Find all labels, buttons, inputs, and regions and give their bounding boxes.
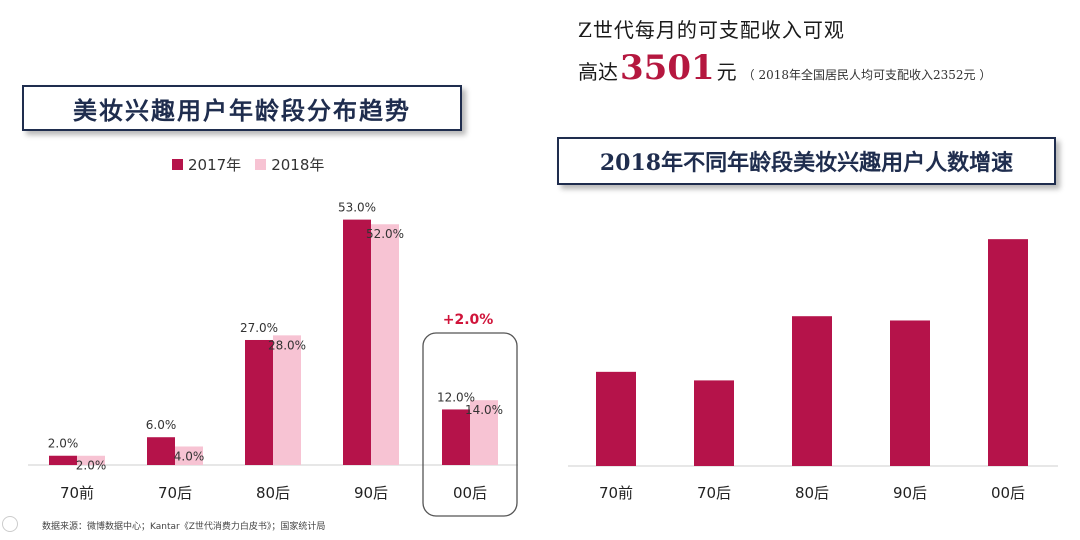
- income-amount: 3501: [620, 48, 715, 88]
- data-label-2017-90后: 53.0%: [338, 201, 376, 215]
- income-note: （ 2018年全国居民人均可支配收入2352元 ）: [742, 68, 992, 82]
- right-x-tick-label-90后: 90后: [893, 484, 927, 502]
- bar-2018-70后: [175, 446, 203, 465]
- x-tick-label-70后: 70后: [158, 484, 192, 502]
- bar-2018-70前: [77, 455, 105, 465]
- x-tick-label-80后: 80后: [256, 484, 290, 502]
- bar-2018-00后: [470, 400, 498, 465]
- growth-bar-90后: [890, 320, 930, 466]
- growth-bar-70前: [596, 371, 636, 466]
- legend-item-2017: 2017年: [172, 154, 241, 175]
- growth-bar-80后: [792, 316, 832, 466]
- income-amount-line: 高达 3501 元 （ 2018年全国居民人均可支配收入2352元 ）: [578, 48, 991, 88]
- left-chart-legend: 2017年 2018年: [172, 154, 338, 175]
- data-label-2017-00后: 12.0%: [437, 390, 475, 404]
- data-label-2017-70前: 2.0%: [48, 437, 79, 451]
- bar-2018-90后: [371, 224, 399, 465]
- legend-label-2018: 2018年: [271, 156, 325, 174]
- bar-2017-80后: [245, 339, 273, 465]
- income-headline: Z世代每月的可支配收入可观: [578, 18, 845, 42]
- highlight-box-00s: [422, 332, 518, 517]
- bar-2017-90后: [343, 219, 371, 465]
- bar-2017-70后: [147, 437, 175, 465]
- legend-swatch-2018: [255, 159, 267, 170]
- right-x-tick-label-70前: 70前: [599, 484, 633, 502]
- bar-2018-80后: [273, 335, 301, 465]
- bar-2017-00后: [442, 409, 470, 465]
- right-x-tick-label-00后: 00后: [991, 484, 1025, 502]
- highlight-annotation: +2.0%: [443, 312, 494, 328]
- x-tick-label-00后: 00后: [453, 484, 487, 502]
- source-note: 数据来源：微博数据中心；Kantar《Z世代消费力白皮书》；国家统计局: [42, 522, 326, 532]
- left-chart-title: 美妆兴趣用户年龄段分布趋势: [22, 85, 462, 131]
- data-label-2018-70前: 2.0%: [76, 459, 107, 473]
- right-x-tick-label-80后: 80后: [795, 484, 829, 502]
- growth-bar-00后: [988, 239, 1028, 466]
- x-tick-label-70前: 70前: [60, 484, 94, 502]
- right-chart-title: 2018年不同年龄段美妆兴趣用户人数增速: [557, 137, 1056, 185]
- bar-2017-70前: [49, 455, 77, 465]
- income-suffix: 元: [716, 60, 737, 84]
- legend-item-2018: 2018年: [255, 154, 324, 175]
- watermark-icon: [2, 516, 18, 532]
- data-label-2017-70后: 6.0%: [146, 418, 177, 432]
- legend-swatch-2017: [172, 159, 183, 170]
- legend-label-2017: 2017年: [188, 156, 242, 174]
- data-label-2018-80后: 28.0%: [268, 338, 306, 352]
- data-label-2018-00后: 14.0%: [465, 403, 503, 417]
- x-tick-label-90后: 90后: [354, 484, 388, 502]
- growth-bar-70后: [694, 380, 734, 466]
- right-x-tick-label-70后: 70后: [697, 484, 731, 502]
- data-label-2018-90后: 52.0%: [366, 227, 404, 241]
- data-label-2018-70后: 4.0%: [174, 449, 205, 463]
- data-label-2017-80后: 27.0%: [240, 321, 278, 335]
- income-prefix: 高达: [578, 60, 618, 84]
